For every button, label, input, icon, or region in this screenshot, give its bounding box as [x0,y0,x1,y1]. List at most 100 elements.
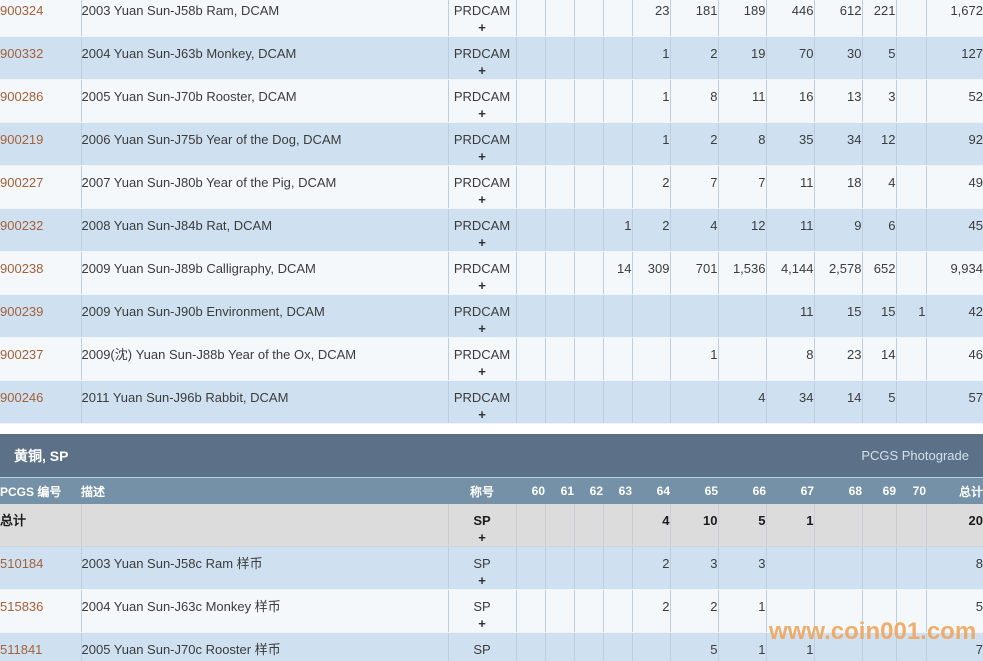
grade-67-count: 446 [766,0,815,37]
grade-60-count [516,337,546,381]
total-count: 45 [926,208,983,252]
grade-64-count: 2 [632,208,671,252]
grade-69-count: 6 [862,208,897,252]
coin-description: 2003 Yuan Sun-J58b Ram, DCAM [81,0,449,37]
grade-68-count: 14 [814,380,863,424]
col-header-grade-60: 60 [516,478,545,504]
grade-70-count [896,589,927,633]
pcgs-number-cell: 900246 [0,380,82,424]
total-count: 8 [926,546,983,590]
designation-cell: PRDCAM + [448,79,517,123]
total-count: 20 [926,504,983,547]
expand-plus-link[interactable]: + [478,530,486,545]
coin-description: 2008 Yuan Sun-J84b Rat, DCAM [81,208,449,252]
grade-66-count: 1 [718,632,767,661]
pcgs-number-cell: 900232 [0,208,82,252]
pcgs-number-cell: 511841 [0,632,82,661]
grade-68-count [814,632,863,661]
grade-60-count [516,79,546,123]
grade-60-count [516,380,546,424]
grade-63-count [603,504,633,547]
grade-62-count [574,337,604,381]
coin-description: 2003 Yuan Sun-J58c Ram 样币 [81,546,449,590]
grade-60-count [516,165,546,209]
pcgs-photograde-link[interactable]: PCGS Photograde [861,448,969,463]
grade-64-count [632,337,671,381]
grade-64-count: 4 [632,504,671,547]
grade-65-count: 181 [670,0,719,37]
section-header-bar: 黄铜, SP PCGS Photograde [0,434,983,478]
pcgs-number-link[interactable]: 900232 [0,218,44,233]
grade-60-count [516,294,546,338]
grade-70-count [896,546,927,590]
grade-64-count [632,380,671,424]
expand-plus-link[interactable]: + [478,63,486,78]
grade-68-count [814,546,863,590]
col-header-grade-63: 63 [603,478,632,504]
grade-62-count [574,79,604,123]
grade-60-count [516,122,546,166]
grade-61-count [545,251,575,295]
pcgs-number-link[interactable]: 900246 [0,390,44,405]
grade-63-count [603,546,633,590]
grade-67-count: 34 [766,380,815,424]
coin-description: 2004 Yuan Sun-J63c Monkey 样币 [81,589,449,633]
pcgs-number-cell: 900238 [0,251,82,295]
expand-plus-link[interactable]: + [478,573,486,588]
pcgs-number-link[interactable]: 900332 [0,46,44,61]
expand-plus-link[interactable]: + [478,321,486,336]
table-row: 900332 2004 Yuan Sun-J63b Monkey, DCAM PRD… [0,36,983,80]
total-count: 92 [926,122,983,166]
table-row: 900286 2005 Yuan Sun-J70b Rooster, DCAM PR… [0,79,983,123]
grade-62-count [574,546,604,590]
pcgs-number-link[interactable]: 900238 [0,261,44,276]
expand-plus-link[interactable]: + [478,616,486,631]
pcgs-number-link[interactable]: 515836 [0,599,44,614]
expand-plus-link[interactable]: + [478,106,486,121]
pcgs-number-link[interactable]: 900324 [0,3,44,18]
expand-plus-link[interactable]: + [449,659,516,661]
grade-69-count [862,632,897,661]
pcgs-number-link[interactable]: 900237 [0,347,44,362]
col-header-designation: 称号 [448,478,516,504]
total-count: 9,934 [926,251,983,295]
pcgs-number-link[interactable]: 900227 [0,175,44,190]
section-title: 黄铜, SP [14,447,69,464]
pcgs-number-link[interactable]: 900286 [0,89,44,104]
coin-description: 2005 Yuan Sun-J70c Rooster 样币 [81,632,449,661]
grade-64-count: 1 [632,36,671,80]
grade-67-count: 11 [766,294,815,338]
expand-plus-link[interactable]: + [478,149,486,164]
grade-62-count [574,251,604,295]
grade-60-count [516,36,546,80]
coin-description: 2004 Yuan Sun-J63b Monkey, DCAM [81,36,449,80]
expand-plus-link[interactable]: + [478,192,486,207]
grade-64-count: 2 [632,165,671,209]
coin-description: 2009(沈) Yuan Sun-J88b Year of the Ox, DC… [81,337,449,381]
expand-plus-link[interactable]: + [478,407,486,422]
grade-68-count: 18 [814,165,863,209]
pcgs-number-link[interactable]: 900239 [0,304,44,319]
expand-plus-link[interactable]: + [478,20,486,35]
expand-plus-link[interactable]: + [478,278,486,293]
pcgs-number-link[interactable]: 511841 [0,642,43,657]
grade-63-count [603,165,633,209]
col-header-grade-69: 69 [862,478,896,504]
pcgs-number-link[interactable]: 510184 [0,556,44,571]
grade-70-count [896,0,927,37]
pcgs-number-link[interactable]: 900219 [0,132,44,147]
grade-63-count: 1 [603,208,633,252]
col-header-description: 描述 [81,478,448,504]
grade-70-count [896,251,927,295]
table-row: 900246 2011 Yuan Sun-J96b Rabbit, DCAM PRD… [0,380,983,424]
col-header-grade-65: 65 [670,478,718,504]
totals-row: 总计 SP +4 10 5 1 20 [0,504,983,547]
grade-69-count: 221 [862,0,897,37]
grade-61-count [545,79,575,123]
pcgs-number-cell: 515836 [0,589,82,633]
table-row: 900238 2009 Yuan Sun-J89b Calligraphy, DC… [0,251,983,295]
expand-plus-link[interactable]: + [478,235,486,250]
table-row: 900232 2008 Yuan Sun-J84b Rat, DCAM PRDCAM… [0,208,983,252]
expand-plus-link[interactable]: + [478,364,486,379]
grade-67-count: 8 [766,337,815,381]
